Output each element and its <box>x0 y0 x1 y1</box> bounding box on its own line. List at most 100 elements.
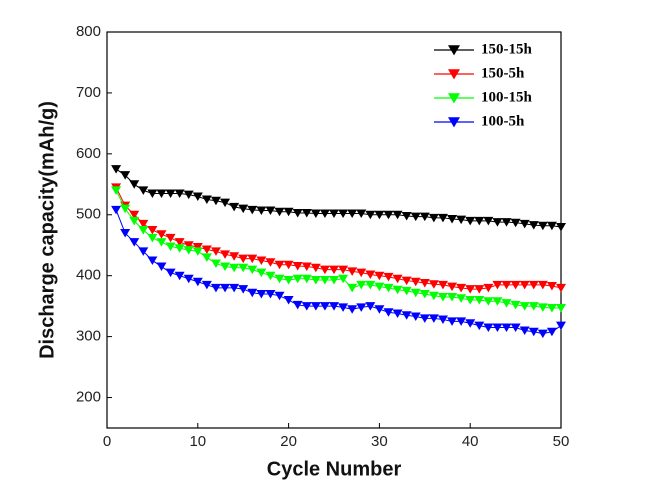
y-tick-label: 500 <box>76 206 101 223</box>
marker <box>256 268 267 278</box>
x-axis-title: Cycle Number <box>267 458 402 480</box>
marker <box>501 299 512 308</box>
marker <box>347 305 358 314</box>
marker <box>265 271 276 281</box>
marker <box>138 247 149 256</box>
marker <box>519 326 530 336</box>
marker <box>210 247 221 256</box>
marker <box>410 277 421 287</box>
marker <box>465 319 476 328</box>
marker <box>301 262 312 272</box>
marker <box>229 252 240 261</box>
marker <box>292 300 303 310</box>
marker <box>210 283 221 293</box>
marker <box>183 274 194 284</box>
marker <box>483 216 494 226</box>
marker <box>374 271 385 281</box>
marker <box>147 226 158 235</box>
y-tick-label: 600 <box>76 145 101 162</box>
marker <box>210 259 221 269</box>
marker <box>356 268 367 278</box>
marker <box>419 212 430 222</box>
marker <box>356 280 367 290</box>
marker <box>347 267 358 276</box>
marker <box>247 205 258 215</box>
marker <box>319 275 330 285</box>
marker <box>474 216 485 226</box>
marker <box>156 230 167 239</box>
marker <box>283 207 294 217</box>
marker <box>437 280 448 290</box>
marker <box>501 323 512 332</box>
marker <box>365 302 376 311</box>
marker <box>147 233 158 243</box>
marker <box>556 283 566 293</box>
marker <box>220 283 231 293</box>
marker <box>329 275 339 285</box>
marker <box>156 238 167 247</box>
marker <box>338 274 349 284</box>
marker <box>329 209 339 219</box>
marker <box>129 238 140 247</box>
marker <box>428 280 439 289</box>
marker <box>274 207 285 217</box>
marker <box>120 229 131 238</box>
marker <box>374 305 385 314</box>
marker <box>447 282 458 292</box>
marker <box>338 303 349 312</box>
legend-label: 150-5h <box>481 65 525 81</box>
marker <box>465 216 476 226</box>
marker <box>129 216 140 226</box>
marker <box>338 265 349 275</box>
marker <box>510 323 521 332</box>
marker <box>492 323 503 332</box>
marker <box>437 315 448 325</box>
x-tick-label: 20 <box>280 433 297 450</box>
marker <box>365 280 376 290</box>
marker <box>156 262 167 272</box>
marker <box>374 210 385 220</box>
marker <box>556 303 566 313</box>
marker <box>510 280 521 290</box>
marker <box>129 210 140 220</box>
marker <box>383 210 394 220</box>
marker <box>383 308 394 317</box>
marker <box>528 327 539 337</box>
marker <box>356 303 367 312</box>
marker <box>147 256 158 265</box>
y-tick-label: 800 <box>76 23 101 40</box>
marker <box>247 265 258 275</box>
marker <box>192 243 203 252</box>
marker <box>447 293 458 302</box>
marker <box>192 192 203 201</box>
marker <box>537 280 548 290</box>
marker <box>501 280 512 290</box>
marker <box>265 206 276 216</box>
marker <box>383 272 394 282</box>
marker <box>546 327 557 337</box>
marker <box>283 260 294 270</box>
marker <box>310 263 321 273</box>
x-tick-label: 0 <box>103 433 111 450</box>
marker <box>492 280 503 290</box>
marker <box>483 323 494 332</box>
marker <box>229 202 240 212</box>
marker <box>220 262 231 272</box>
marker <box>383 283 394 293</box>
marker <box>410 288 421 298</box>
legend-marker <box>448 69 460 80</box>
legend-label: 100-5h <box>481 113 525 129</box>
marker <box>319 302 330 311</box>
marker <box>419 279 430 288</box>
marker <box>465 285 476 294</box>
marker <box>329 265 339 275</box>
marker <box>474 296 485 305</box>
marker <box>201 195 212 205</box>
marker <box>129 180 140 189</box>
marker <box>428 291 439 301</box>
marker <box>401 286 412 296</box>
marker <box>483 283 494 293</box>
marker <box>238 285 249 294</box>
marker <box>229 283 240 293</box>
marker <box>165 268 176 278</box>
